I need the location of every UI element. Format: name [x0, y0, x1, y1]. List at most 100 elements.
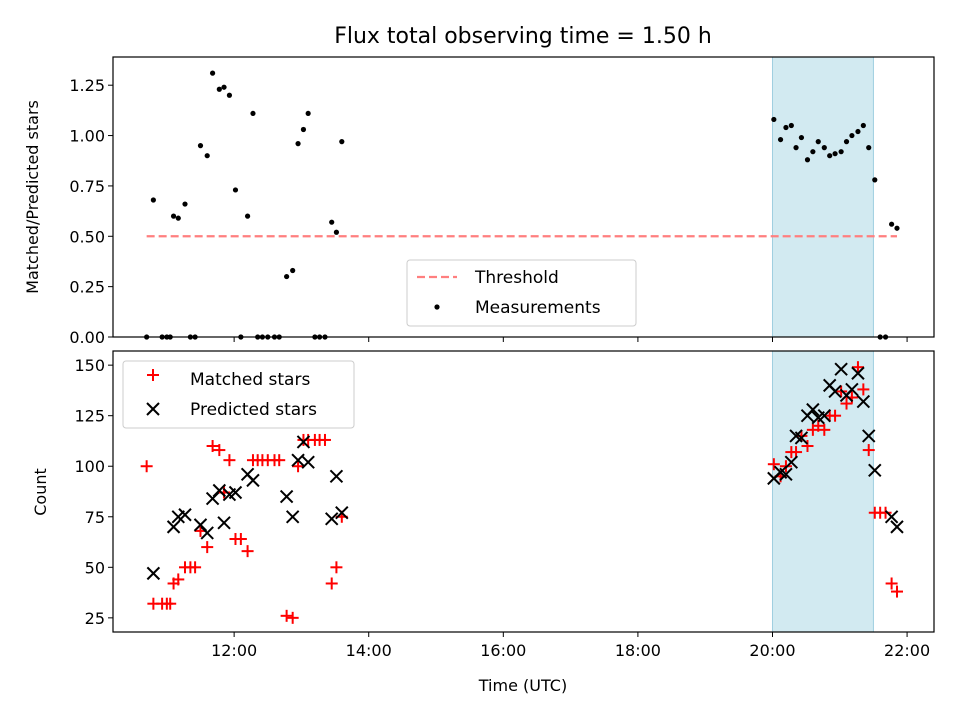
measurement-point [821, 145, 827, 151]
measurement-point [290, 267, 296, 274]
matched-star-point [172, 573, 185, 586]
top-ytick-label: 1.25 [69, 76, 105, 95]
predicted-star-point [301, 455, 315, 469]
predicted-star-point [828, 384, 842, 399]
measurement-point [300, 126, 307, 133]
predicted-star-point [246, 473, 260, 488]
matched-star-point [206, 440, 219, 453]
measurement-point [777, 136, 784, 143]
legend-predicted-swatch [146, 402, 160, 416]
measurement-point [175, 215, 181, 221]
predicted-star-point [217, 516, 231, 530]
legend-matched-swatch [147, 369, 159, 381]
top-ytick-label: 0.75 [69, 177, 105, 196]
bottom-panel: 25 50 75 100 125 150 12:00 14:00 16:00 18:00 20:0… [31, 350, 935, 695]
matched-star-point [234, 533, 247, 546]
predicted-star-point [296, 435, 311, 449]
measurement-point [788, 122, 794, 129]
measurement-point [810, 149, 816, 155]
measurement-point [204, 153, 210, 159]
predicted-star-point [325, 512, 339, 526]
top-ytick-label: 1.00 [69, 127, 105, 146]
matched-star-point [201, 541, 214, 554]
predicted-star-point [291, 453, 305, 467]
measurement-point [804, 157, 811, 163]
measurement-point [333, 229, 340, 235]
measurement-point [872, 177, 878, 183]
bottom-legend: Matched stars Predicted stars [122, 360, 355, 429]
measurement-point [771, 116, 777, 123]
predicted-star-point [228, 485, 243, 500]
bot-xtick-label: 18:00 [615, 641, 661, 660]
predicted-star-point [806, 402, 820, 417]
legend-measurements-swatch [434, 304, 440, 310]
measurement-point [832, 151, 838, 157]
measurement-point [182, 201, 188, 207]
measurement-point [295, 141, 301, 147]
measurement-point [889, 221, 895, 227]
bot-ytick-label: 75 [85, 508, 105, 527]
matched-star-point [213, 444, 226, 457]
measurement-point [329, 219, 335, 225]
top-x-ticks [233, 337, 908, 342]
measurement-point [894, 225, 900, 231]
legend-threshold-label: Threshold [474, 268, 559, 288]
predicted-star-point [784, 455, 799, 469]
matched-star-point [325, 577, 338, 590]
predicted-star-point [834, 362, 848, 376]
measurement-point [216, 86, 222, 92]
top-axes-frame [112, 56, 935, 338]
predicted-star-point [817, 408, 832, 423]
measurement-point [866, 145, 872, 151]
top-y-ticks: 0.00 0.25 0.50 0.75 1.00 1.25 [69, 76, 113, 347]
predicted-stars-points [146, 362, 904, 581]
matched-star-point [286, 611, 299, 624]
top-legend: Threshold Measurements [406, 259, 637, 327]
bot-ytick-label: 125 [74, 407, 105, 426]
measurement-point [244, 213, 251, 219]
matched-star-point [140, 460, 153, 473]
measurement-point [827, 153, 833, 159]
predicted-star-point [794, 431, 809, 445]
bottom-shaded-span [771, 350, 874, 633]
legend-predicted-label: Predicted stars [190, 400, 317, 420]
bot-ytick-label: 100 [74, 457, 105, 476]
x-axis-label: Time (UTC) [478, 676, 567, 695]
measurement-point [150, 197, 156, 203]
top-y-axis-label: Matched/Predicted stars [23, 100, 42, 294]
predicted-star-point [200, 526, 214, 540]
measurement-point [197, 143, 204, 149]
measurement-point [305, 110, 311, 117]
predicted-star-point [285, 510, 300, 524]
measurement-point [209, 70, 216, 76]
bottom-x-ticks: 12:00 14:00 16:00 18:00 20:00 22:00 [211, 632, 930, 660]
matched-star-point [840, 397, 853, 410]
measurement-point [855, 128, 861, 135]
legend-matched-label: Matched stars [190, 370, 310, 390]
predicted-star-point [845, 382, 859, 397]
measurement-point [783, 124, 789, 131]
measurement-point [221, 84, 227, 90]
predicted-star-point [212, 483, 227, 498]
predicted-star-point [868, 463, 882, 477]
bottom-y-axis-label: Count [31, 468, 50, 516]
matched-star-point [857, 383, 870, 396]
bot-xtick-label: 12:00 [211, 641, 257, 660]
legend-measurements-label: Measurements [475, 298, 601, 318]
bot-ytick-label: 50 [85, 558, 105, 577]
bot-xtick-label: 14:00 [346, 641, 392, 660]
chart-title: Flux total observing time = 1.50 h [334, 24, 712, 49]
matched-star-point [862, 444, 875, 457]
bot-ytick-label: 150 [74, 356, 105, 375]
bot-xtick-label: 20:00 [749, 641, 795, 660]
predicted-star-point [166, 520, 181, 534]
predicted-star-point [890, 520, 904, 534]
matched-star-point [292, 460, 305, 473]
predicted-star-point [146, 566, 161, 581]
measurement-point [838, 149, 844, 155]
matched-star-point [241, 545, 254, 558]
measurement-point [339, 139, 345, 145]
matched-star-point [885, 577, 898, 590]
top-legend-box [406, 259, 637, 327]
matched-star-point [801, 440, 814, 453]
